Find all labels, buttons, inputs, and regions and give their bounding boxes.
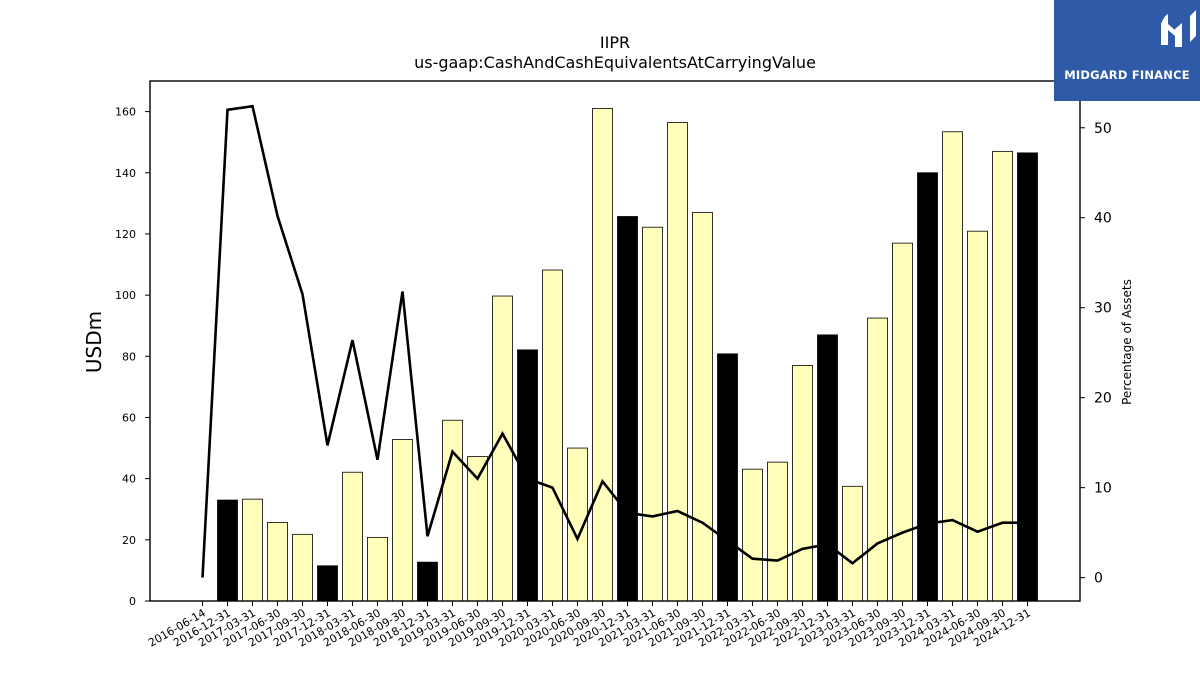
bar-2023-09-30 bbox=[892, 242, 913, 602]
bar-2021-03-31 bbox=[642, 226, 663, 602]
bar-series bbox=[217, 108, 1038, 602]
bar-2019-12-31 bbox=[517, 349, 538, 602]
chart-subtitle: us-gaap:CashAndCashEquivalentsAtCarrying… bbox=[414, 53, 816, 72]
bar-2022-09-30 bbox=[792, 365, 813, 602]
y-tick-label: 160 bbox=[115, 106, 136, 119]
bar-2024-12-31 bbox=[1017, 152, 1038, 602]
bar-2019-03-31 bbox=[442, 419, 463, 602]
bar-2017-12-31 bbox=[317, 565, 338, 602]
logo-mark-icon bbox=[1161, 10, 1196, 47]
bar-2017-06-30 bbox=[267, 521, 288, 602]
plot-frame bbox=[149, 80, 1081, 602]
y2-axis-label: Percentage of Assets bbox=[1120, 279, 1134, 405]
y2-tick-label: 0 bbox=[1094, 571, 1103, 587]
y-tick-label: 20 bbox=[122, 534, 136, 547]
bar-2021-06-30 bbox=[667, 122, 688, 602]
chart-title: IIPR bbox=[600, 33, 630, 52]
y2-tick-label: 20 bbox=[1094, 391, 1112, 407]
bar-2020-03-31 bbox=[542, 269, 563, 602]
bar-2024-06-30 bbox=[967, 230, 988, 602]
bar-2018-06-30 bbox=[367, 536, 388, 602]
logo: MIDGARD FINANCE bbox=[1054, 0, 1200, 101]
y2-axis-ticks: 0 10 20 30 40 50 bbox=[1080, 121, 1112, 587]
x-axis-ticks: 2016-06-142016-12-312017-03-312017-06-30… bbox=[146, 601, 1033, 650]
y2-tick-label: 30 bbox=[1094, 301, 1112, 317]
y-tick-label: 100 bbox=[115, 289, 136, 302]
y-tick-label: 40 bbox=[122, 473, 136, 486]
bar-2018-03-31 bbox=[342, 471, 363, 602]
y2-tick-label: 10 bbox=[1094, 481, 1112, 497]
bar-2022-12-31 bbox=[817, 334, 838, 602]
y-tick-label: 120 bbox=[115, 228, 136, 241]
logo-text: MIDGARD FINANCE bbox=[1064, 68, 1190, 82]
percentage-line bbox=[201, 104, 1028, 578]
bar-2020-12-31 bbox=[617, 216, 638, 602]
bar-2017-09-30 bbox=[292, 533, 313, 602]
bar-2018-12-31 bbox=[417, 561, 438, 602]
bar-2022-06-30 bbox=[767, 461, 788, 602]
y-axis-label: USDm bbox=[82, 311, 106, 373]
bar-2018-09-30 bbox=[392, 439, 413, 602]
bar-2020-09-30 bbox=[592, 108, 613, 602]
y-tick-label: 0 bbox=[129, 595, 136, 608]
y-axis-ticks: 0 20 40 60 80 100 120 140 160 bbox=[115, 106, 150, 608]
bar-2023-03-31 bbox=[842, 485, 863, 602]
bar-2017-03-31 bbox=[242, 498, 263, 602]
y-tick-label: 80 bbox=[122, 350, 136, 363]
bar-2023-06-30 bbox=[867, 317, 888, 602]
bar-2021-12-31 bbox=[717, 353, 738, 602]
y-tick-label: 60 bbox=[122, 411, 136, 424]
bar-2023-12-31 bbox=[917, 172, 938, 602]
bar-2016-12-31 bbox=[217, 499, 238, 602]
y2-tick-label: 50 bbox=[1094, 121, 1112, 137]
y-tick-label: 140 bbox=[115, 167, 136, 180]
bar-2021-09-30 bbox=[692, 212, 713, 602]
y2-tick-label: 40 bbox=[1094, 211, 1112, 227]
bar-2024-03-31 bbox=[942, 131, 963, 602]
bar-2022-03-31 bbox=[742, 468, 763, 602]
bar-2024-09-30 bbox=[992, 150, 1013, 602]
line-series bbox=[201, 104, 1028, 578]
